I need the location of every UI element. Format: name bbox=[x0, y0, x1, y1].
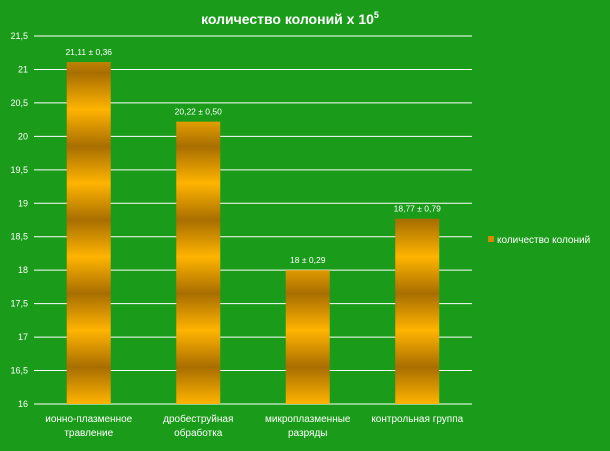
y-tick-label: 21 bbox=[18, 64, 28, 74]
x-category-label: дробеструйная обработка bbox=[163, 413, 233, 439]
chart-title: количество колоний х 105 bbox=[201, 10, 379, 27]
legend-label: количество колоний bbox=[497, 235, 590, 246]
legend-swatch bbox=[488, 236, 494, 242]
y-axis-ticks: 16 16,5 17 17,5 18 18,5 19 19,5 20 20,5 21 21,5 bbox=[10, 31, 28, 409]
data-label: 18,77 ± 0,79 bbox=[394, 204, 441, 214]
legend: количество колоний bbox=[488, 235, 590, 246]
data-label: 18 ± 0,29 bbox=[290, 255, 326, 265]
y-tick-label: 19,5 bbox=[10, 165, 28, 175]
y-tick-label: 16 bbox=[18, 399, 28, 409]
bar bbox=[285, 270, 330, 404]
data-label: 21,11 ± 0,36 bbox=[65, 47, 112, 57]
x-axis-categories: ионно-плазменное травление дробеструйная об… bbox=[45, 413, 463, 439]
y-tick-label: 21,5 bbox=[10, 31, 28, 41]
x-category-label: микроплазменные разряды bbox=[265, 414, 351, 439]
y-tick-label: 16,5 bbox=[10, 366, 28, 376]
bar bbox=[66, 62, 111, 405]
y-tick-label: 17 bbox=[18, 332, 28, 342]
bars bbox=[66, 62, 440, 405]
x-category-label: ионно-плазменное травление bbox=[45, 414, 132, 439]
y-tick-label: 20 bbox=[18, 131, 28, 141]
y-tick-label: 17,5 bbox=[10, 299, 28, 309]
y-tick-label: 18,5 bbox=[10, 232, 28, 242]
y-tick-label: 19 bbox=[18, 198, 28, 208]
bar bbox=[395, 218, 440, 404]
y-tick-label: 20,5 bbox=[10, 98, 28, 108]
data-labels: 21,11 ± 0,36 20,22 ± 0,50 18 ± 0,29 18,77 ±… bbox=[65, 47, 441, 265]
bar bbox=[176, 121, 221, 404]
y-tick-label: 18 bbox=[18, 265, 28, 275]
x-category-label: контрольная группа bbox=[371, 414, 463, 425]
data-label: 20,22 ± 0,50 bbox=[175, 107, 222, 117]
